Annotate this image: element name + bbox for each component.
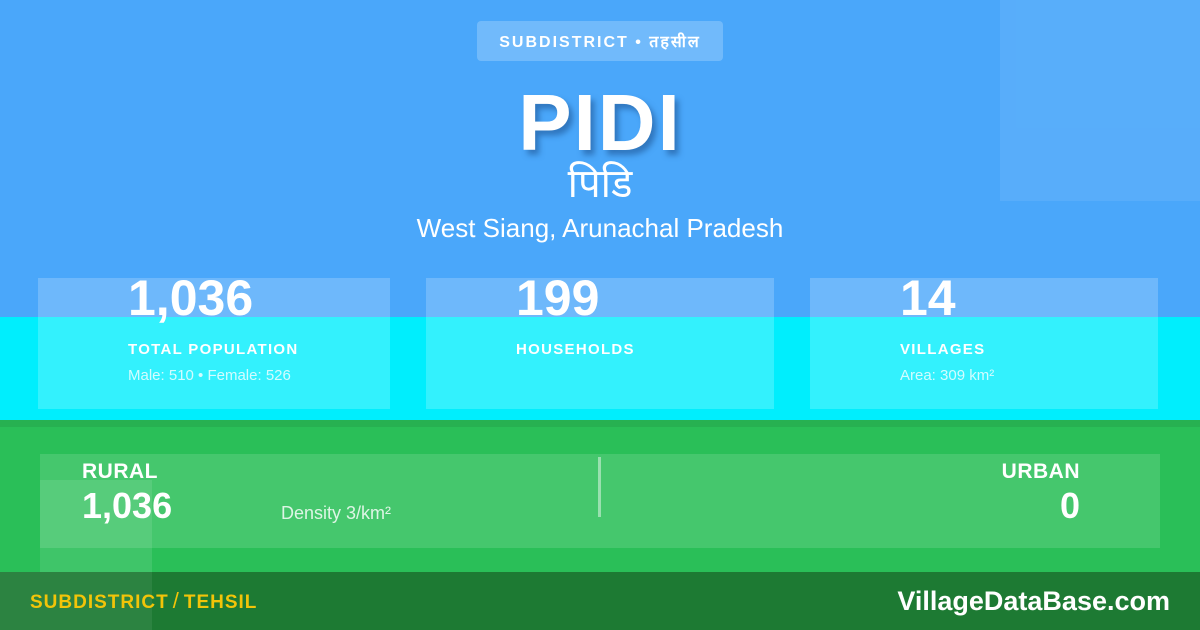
stat-box-total-population: 1,036 TOTAL POPULATION Male: 510 • Femal… — [38, 270, 390, 409]
footer-type-separator: / — [172, 588, 180, 613]
stat-value: 14 — [900, 270, 956, 326]
urban-block: URBAN 0 — [1002, 460, 1080, 525]
stat-label: HOUSEHOLDS — [516, 341, 635, 358]
stat-detail: Area: 309 km² — [900, 367, 995, 384]
type-badge: SUBDISTRICT • तहसील — [0, 21, 1200, 61]
footer-left-highlight — [0, 572, 152, 630]
stat-label: VILLAGES — [900, 341, 986, 358]
density-text: Density 3/km² — [281, 503, 392, 523]
footer-type-primary: SUBDISTRICT — [30, 592, 169, 613]
footer-type-secondary: TEHSIL — [183, 592, 258, 613]
rural-highlight-rect — [40, 480, 152, 572]
urban-label: URBAN — [1001, 460, 1080, 483]
page-title-hindi: पिडि — [567, 161, 633, 207]
band-top-shadow — [0, 420, 1200, 427]
rural-label: RURAL — [82, 460, 158, 483]
footer-type-label: SUBDISTRICT / TEHSIL — [30, 588, 257, 614]
stat-box-villages: 14 VILLAGES Area: 309 km² — [810, 270, 1158, 409]
location-subtitle: West Siang, Arunachal Pradesh — [416, 213, 784, 243]
stat-value: 199 — [516, 270, 600, 326]
urban-value: 0 — [1059, 485, 1080, 526]
rural-urban-band: RURAL 1,036 Density 3/km² URBAN 0 — [0, 420, 1200, 572]
stat-label: TOTAL POPULATION — [128, 341, 299, 358]
stat-box-households: 199 HOUSEHOLDS — [426, 270, 774, 409]
rural-block: RURAL 1,036 — [82, 460, 172, 525]
stat-value: 1,036 — [128, 270, 254, 326]
stats-band — [0, 317, 1200, 420]
stat-detail: Male: 510 • Female: 526 — [128, 367, 291, 384]
rural-value: 1,036 — [82, 485, 173, 526]
corner-highlight-rect — [1000, 0, 1200, 201]
footer-bar: SUBDISTRICT / TEHSIL VillageDataBase.com — [0, 572, 1200, 630]
type-badge-label: SUBDISTRICT • तहसील — [477, 21, 723, 61]
vertical-divider — [598, 457, 601, 517]
site-name-link[interactable]: VillageDataBase.com — [897, 585, 1170, 616]
page-title: PIDI — [518, 78, 682, 167]
rural-urban-panel — [40, 454, 1160, 548]
